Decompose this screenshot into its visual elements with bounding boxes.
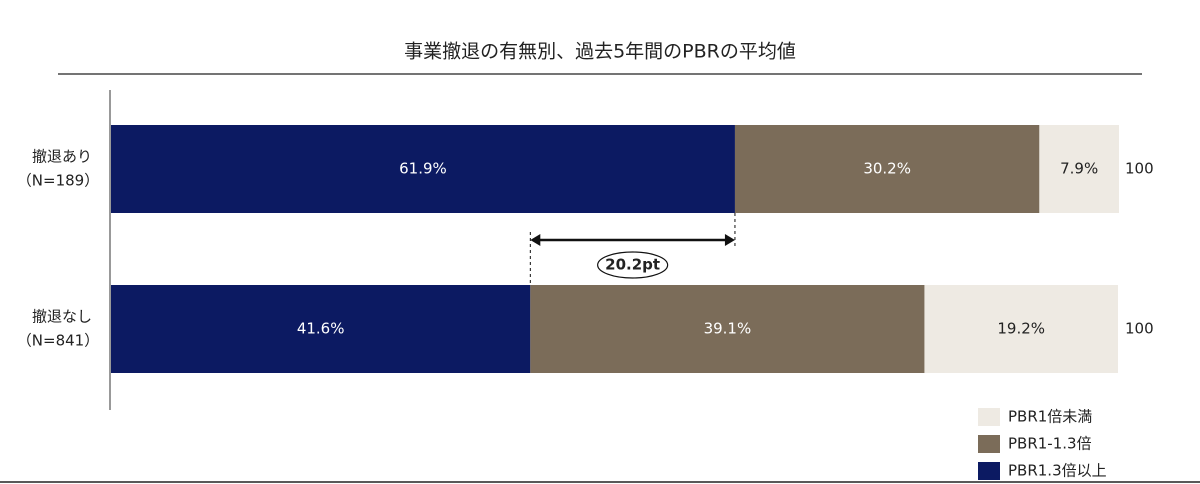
bracket-arrowhead [530, 234, 541, 246]
sample-size-label: （N=189） [17, 172, 99, 190]
legend-label: PBR1.3倍以上 [1008, 462, 1107, 480]
category-label: 撤退なし [32, 308, 92, 326]
value-label: 61.9% [399, 160, 447, 178]
bar-segment [734, 125, 1040, 213]
total-label: 100 [1125, 320, 1154, 338]
chart-title: 事業撤退の有無別、過去5年間のPBRの平均値 [404, 41, 796, 63]
bracket-arrowhead [724, 234, 735, 246]
bar-segment [111, 285, 531, 373]
category-label: 撤退あり [32, 148, 92, 166]
bar-segment [924, 285, 1118, 373]
value-label: 19.2% [997, 320, 1045, 338]
bar-segment [111, 125, 735, 213]
sample-size-label: （N=841） [17, 332, 99, 350]
value-label: 41.6% [297, 320, 345, 338]
value-label: 7.9% [1060, 160, 1098, 178]
bar-segment [530, 285, 925, 373]
total-label: 100 [1125, 160, 1154, 178]
legend-label: PBR1-1.3倍 [1008, 435, 1092, 453]
legend-swatch [978, 435, 1000, 453]
legend-swatch [978, 462, 1000, 480]
value-label: 30.2% [863, 160, 911, 178]
bar-segment [1039, 125, 1119, 213]
annotation: 20.2pt [605, 256, 660, 274]
legend-label: PBR1倍未満 [1008, 408, 1092, 426]
legend-swatch [978, 408, 1000, 426]
annotation-ellipse [597, 251, 669, 279]
value-label: 39.1% [704, 320, 752, 338]
